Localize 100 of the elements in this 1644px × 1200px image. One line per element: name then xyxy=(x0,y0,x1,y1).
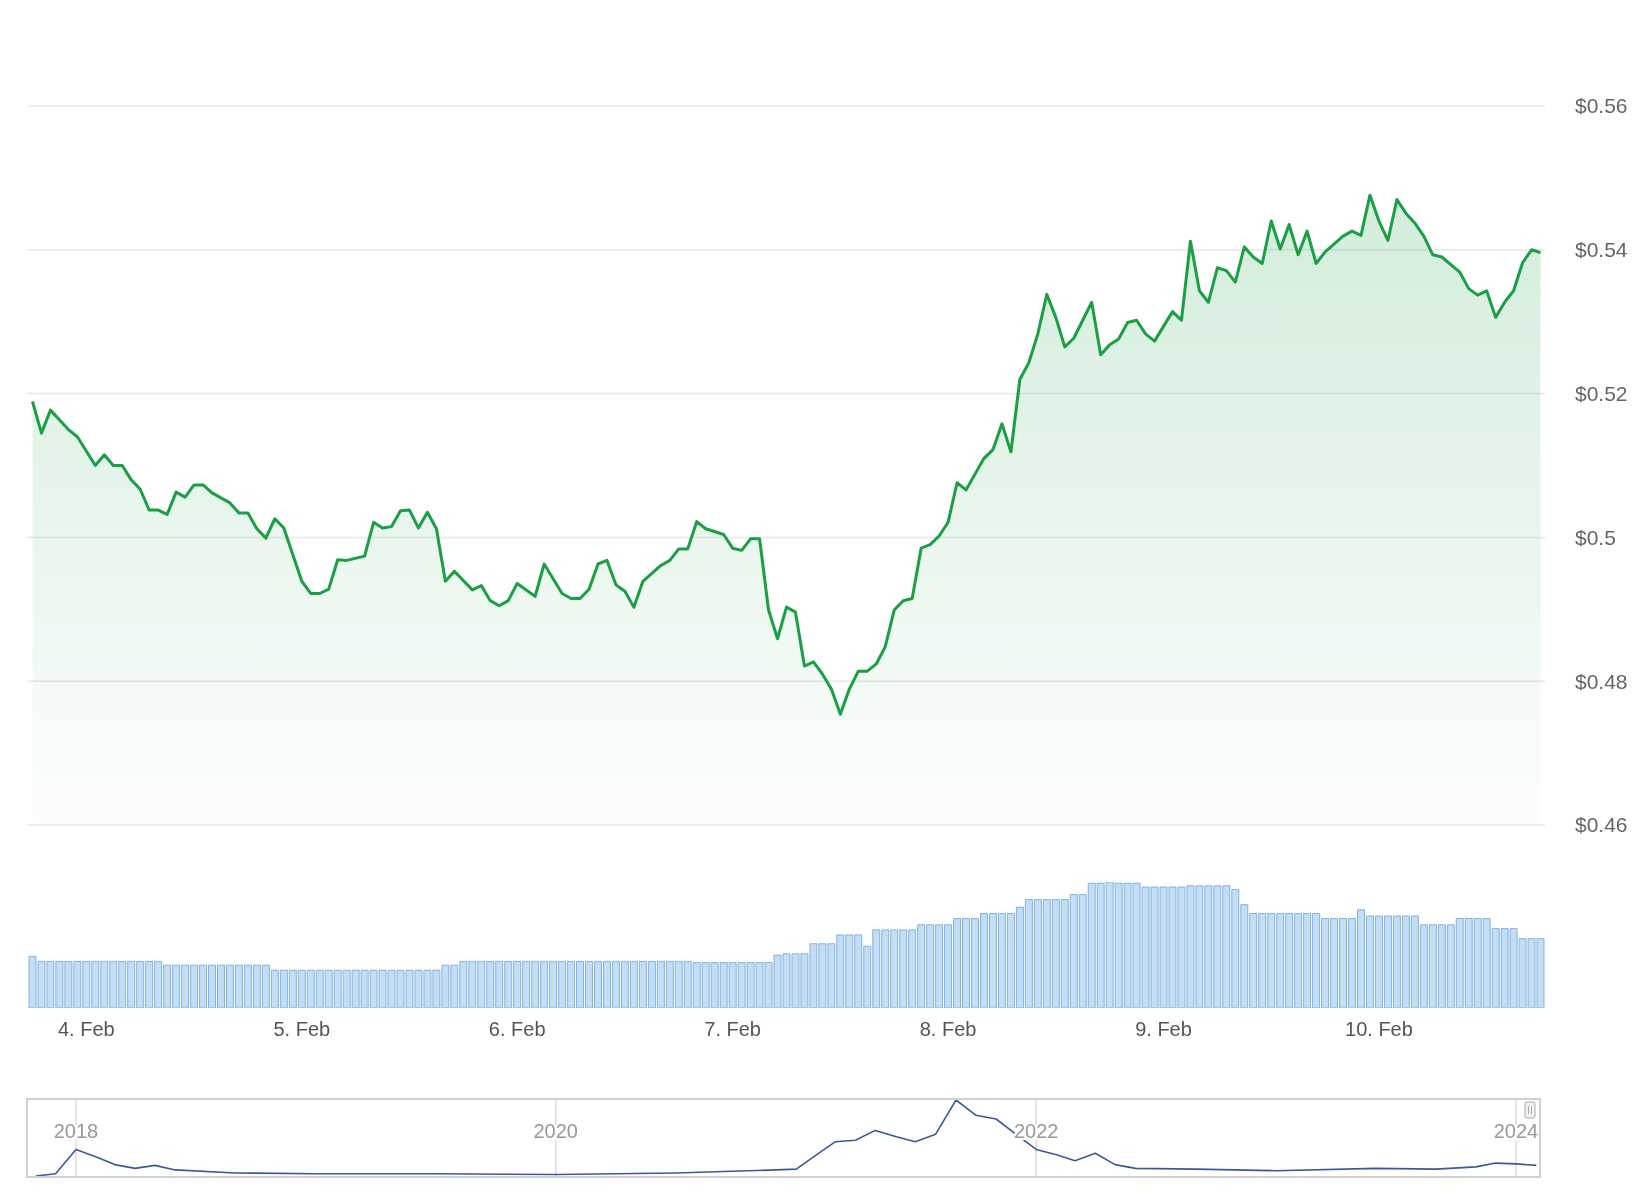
bar xyxy=(1159,886,1168,1008)
bar xyxy=(333,969,342,1008)
bar xyxy=(1096,882,1105,1008)
bar xyxy=(935,924,944,1008)
bar xyxy=(1500,928,1509,1008)
x-tick-label: 5. Feb xyxy=(273,1018,331,1041)
bar xyxy=(827,943,836,1008)
bar xyxy=(225,964,234,1008)
bar xyxy=(109,960,118,1008)
bar xyxy=(962,918,971,1008)
bar xyxy=(1312,913,1321,1008)
bar xyxy=(1392,915,1401,1008)
bar xyxy=(1150,886,1159,1008)
bar xyxy=(279,969,288,1008)
x-tick-label: 6. Feb xyxy=(488,1018,546,1041)
bar xyxy=(1455,918,1464,1008)
bar xyxy=(1482,918,1491,1008)
bar xyxy=(1509,928,1518,1008)
bar xyxy=(908,929,917,1008)
bar xyxy=(1006,913,1015,1008)
bar xyxy=(782,953,791,1008)
bar xyxy=(710,962,719,1008)
bar xyxy=(270,969,279,1008)
bar xyxy=(127,960,136,1008)
bar xyxy=(1267,913,1276,1008)
bar xyxy=(656,960,665,1008)
bar xyxy=(423,969,432,1008)
bar xyxy=(1339,918,1348,1008)
x-tick-label: 4. Feb xyxy=(57,1018,115,1041)
bar xyxy=(504,960,513,1008)
bar xyxy=(845,934,854,1008)
y-tick-label: $0.52 xyxy=(1575,382,1628,406)
bar xyxy=(1069,894,1078,1008)
bar xyxy=(432,969,441,1008)
bar xyxy=(199,964,208,1008)
bar xyxy=(1240,904,1249,1008)
bar xyxy=(979,913,988,1008)
bar xyxy=(172,964,181,1008)
bar xyxy=(450,964,459,1008)
bar xyxy=(1419,924,1428,1008)
bar xyxy=(234,964,243,1008)
bar xyxy=(836,934,845,1008)
bar xyxy=(1195,885,1204,1008)
bar xyxy=(1383,915,1392,1008)
x-tick-label: 7. Feb xyxy=(704,1018,761,1041)
bar xyxy=(988,913,997,1008)
bar xyxy=(208,964,216,1008)
bar xyxy=(378,969,387,1008)
bar xyxy=(683,960,692,1008)
x-tick-label: 9. Feb xyxy=(1135,1018,1192,1041)
bar xyxy=(1141,886,1150,1008)
bar xyxy=(674,960,683,1008)
bar xyxy=(1428,924,1437,1008)
bar xyxy=(594,960,602,1008)
bar xyxy=(1177,886,1186,1008)
bar xyxy=(82,960,91,1008)
bar xyxy=(1446,924,1455,1008)
x-tick-label: 10. Feb xyxy=(1345,1018,1413,1041)
bar xyxy=(1330,918,1339,1008)
bar xyxy=(1249,913,1258,1008)
bar xyxy=(1087,882,1096,1008)
bar xyxy=(46,960,55,1008)
bar xyxy=(629,960,638,1008)
bar xyxy=(306,969,315,1008)
bar xyxy=(1051,899,1060,1008)
bar xyxy=(764,962,773,1008)
bar xyxy=(513,960,522,1008)
bar xyxy=(1033,899,1042,1008)
bar xyxy=(953,918,962,1008)
bar xyxy=(1276,913,1285,1008)
bar xyxy=(576,960,585,1008)
bar xyxy=(73,960,82,1008)
bar xyxy=(1401,915,1410,1008)
bar xyxy=(243,964,252,1008)
bar xyxy=(926,924,935,1008)
bar xyxy=(1294,913,1303,1008)
y-tick-label: $0.5 xyxy=(1575,525,1616,549)
bar xyxy=(342,969,351,1008)
bar xyxy=(324,969,333,1008)
bar xyxy=(1437,924,1446,1008)
bar xyxy=(540,960,549,1008)
bar xyxy=(1231,889,1240,1008)
bar xyxy=(1303,913,1312,1008)
bar xyxy=(468,960,477,1008)
bar xyxy=(1365,915,1374,1008)
bar xyxy=(1123,882,1132,1008)
bar xyxy=(1204,885,1213,1008)
bar xyxy=(602,960,611,1008)
bar xyxy=(1015,906,1024,1008)
bar xyxy=(1222,885,1231,1008)
bar xyxy=(997,913,1006,1008)
bar xyxy=(692,962,701,1008)
bar xyxy=(1410,915,1419,1008)
bar xyxy=(315,969,324,1008)
bar xyxy=(620,960,629,1008)
bar xyxy=(1536,938,1545,1008)
bar xyxy=(1357,909,1365,1008)
bar xyxy=(414,969,423,1008)
bar xyxy=(585,960,594,1008)
bar xyxy=(288,969,297,1008)
